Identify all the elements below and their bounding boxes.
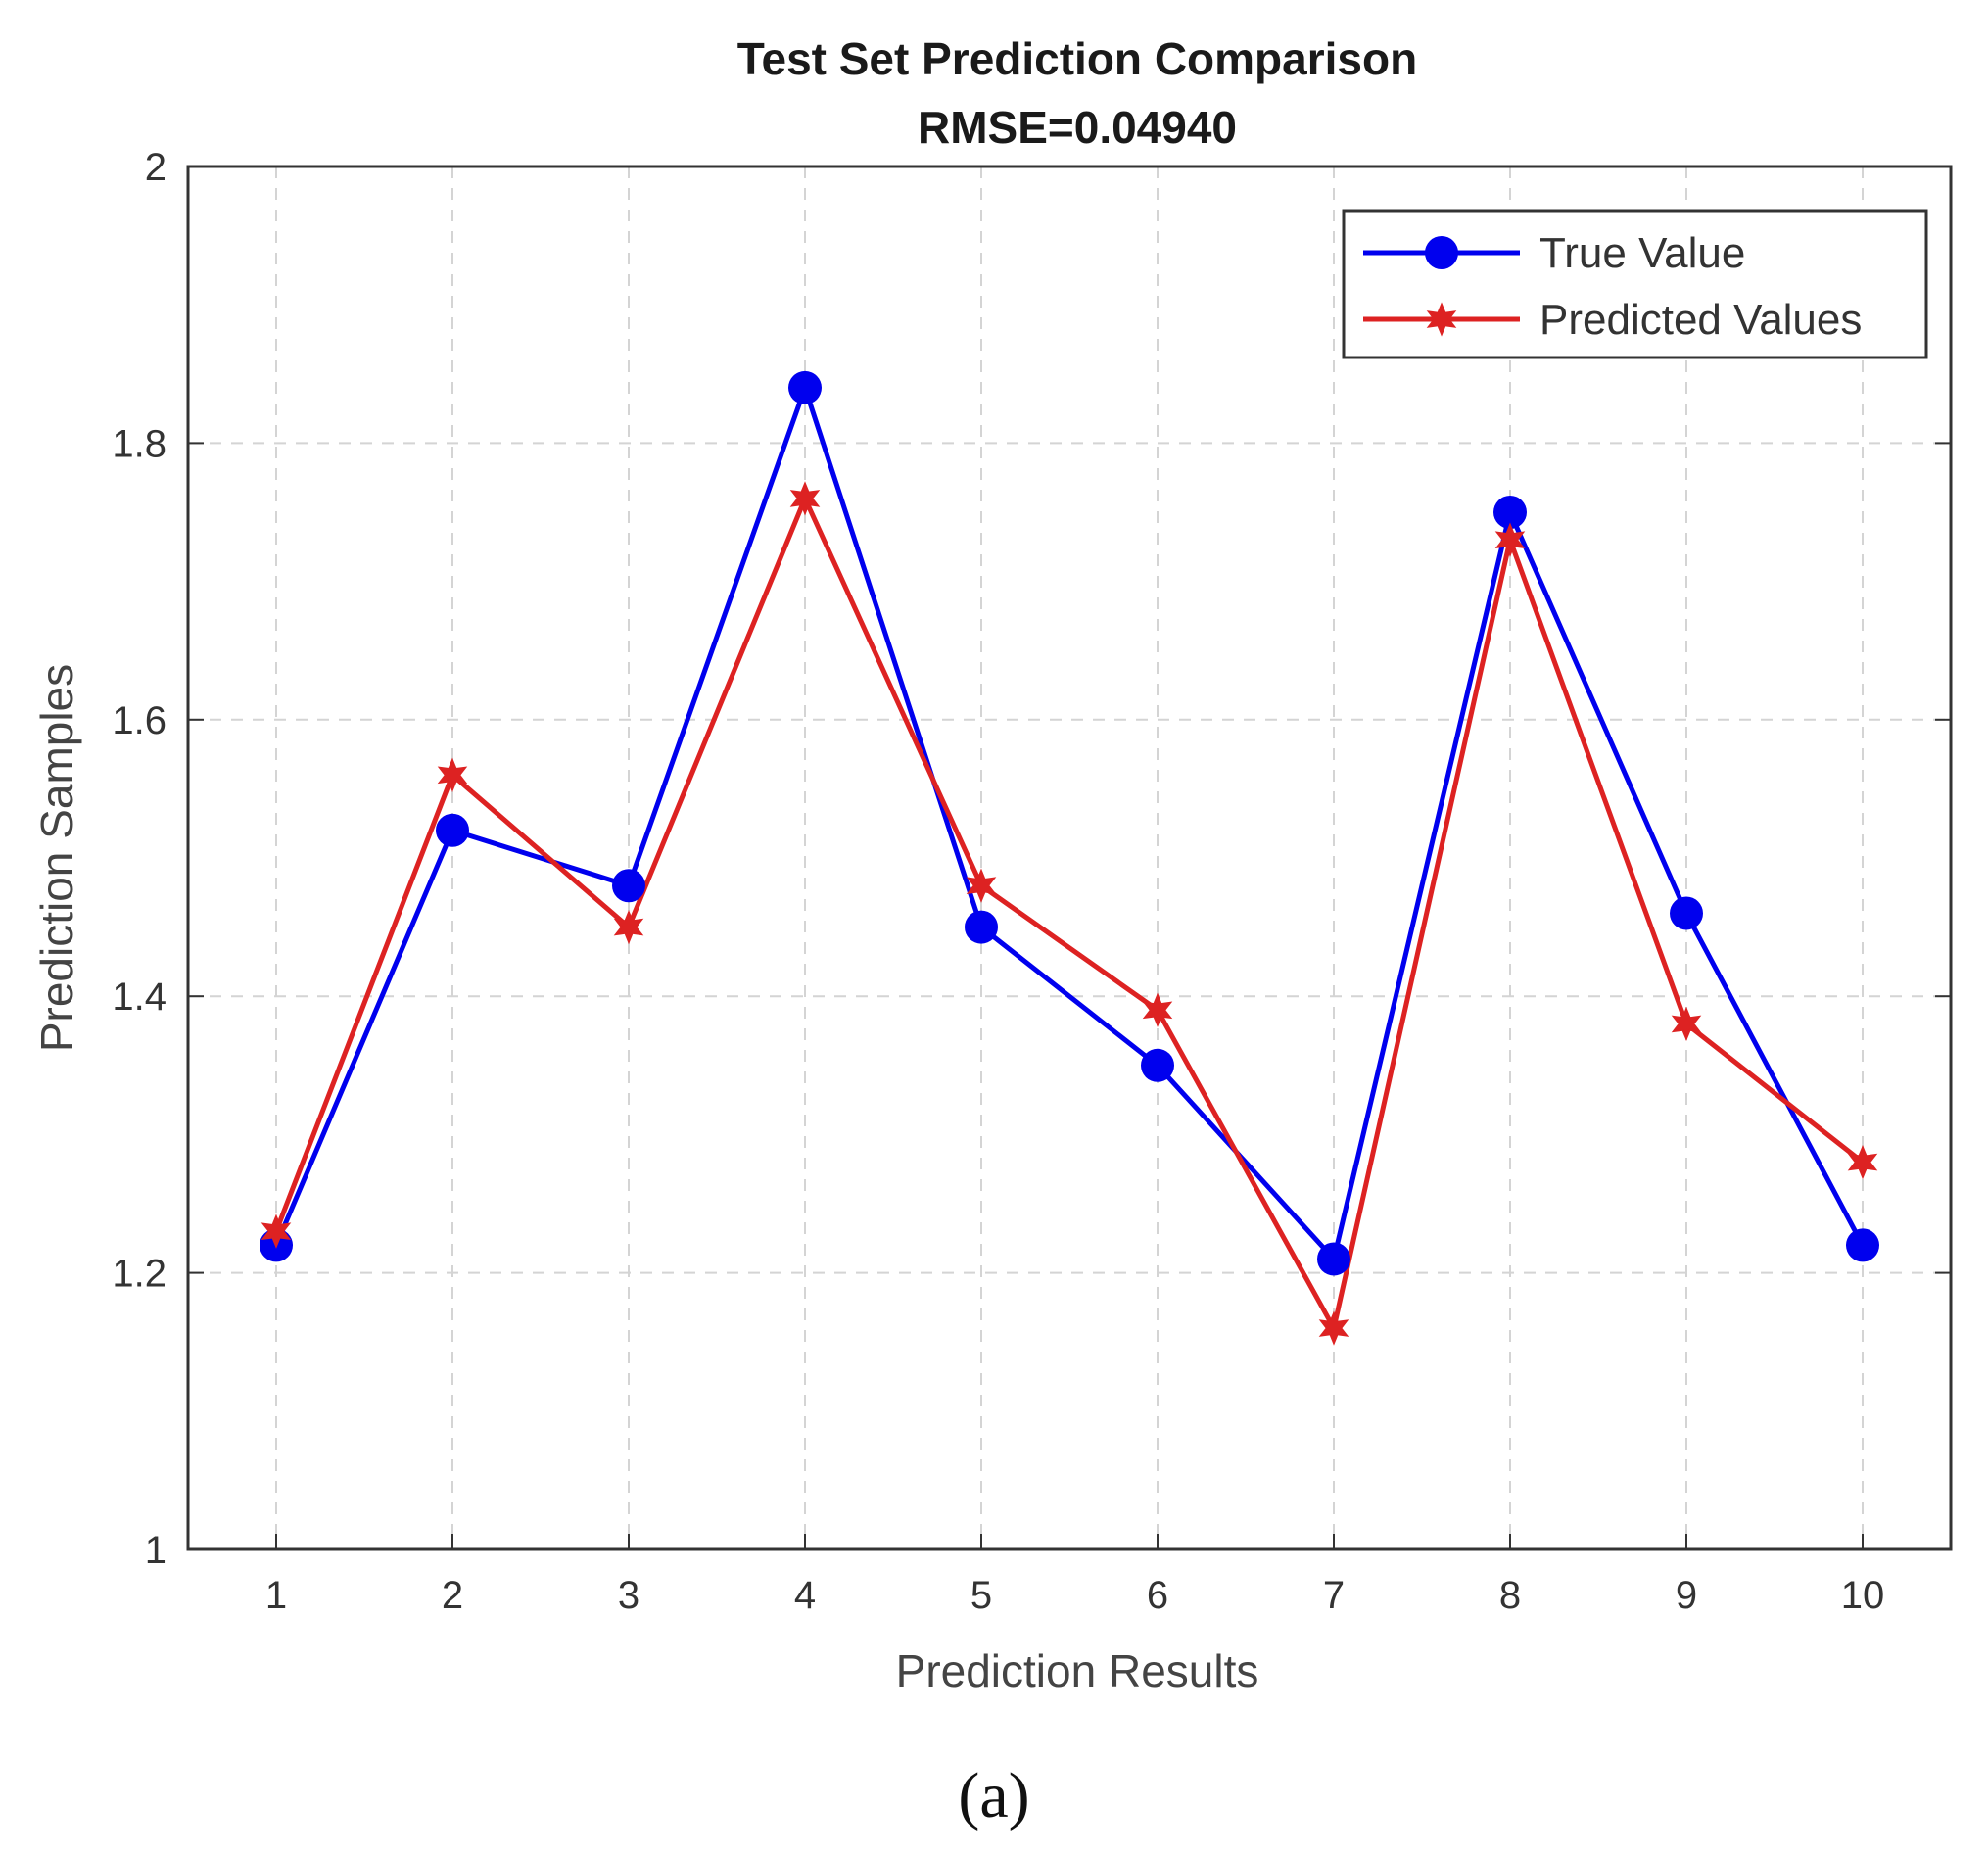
true-value-point: [612, 869, 645, 903]
series-line-true-value: [273, 385, 1866, 1261]
predicted-value-point: [260, 1213, 292, 1249]
predicted-value-point: [437, 757, 468, 792]
series-line-predicted-values: [273, 496, 1865, 1331]
x-tick-label: 5: [970, 1574, 992, 1617]
true-value-point: [1846, 1228, 1879, 1262]
x-tick-label: 8: [1499, 1574, 1521, 1617]
true-value-point: [436, 813, 469, 847]
x-tick-label: 1: [265, 1574, 287, 1617]
true-value-point: [965, 910, 998, 944]
predicted-value-point: [1142, 992, 1173, 1027]
panel-caption: (a): [958, 1760, 1029, 1831]
x-tick-label: 2: [442, 1574, 463, 1617]
x-tick-label: 10: [1841, 1574, 1885, 1617]
x-tick-label: 7: [1323, 1574, 1345, 1617]
y-tick-label: 1.2: [112, 1253, 166, 1296]
legend: True Value Predicted Values: [1342, 209, 1928, 359]
y-tick-label: 1.6: [112, 699, 166, 742]
legend-marker-predicted-values: [1426, 302, 1457, 337]
axis-ticks: 1 2 3 4 5 6 7 8 9 10 1 1.2 1.4 1.6 1.8 2: [112, 146, 1951, 1617]
chart-title: Test Set Prediction Comparison: [737, 33, 1417, 84]
y-tick-label: 1: [145, 1529, 166, 1572]
true-value-point: [1493, 496, 1527, 529]
true-value-point: [788, 370, 822, 404]
true-value-point: [1141, 1048, 1174, 1082]
legend-marker-true-value: [1425, 236, 1458, 269]
true-value-point: [1670, 896, 1703, 930]
y-tick-label: 2: [145, 146, 166, 189]
true-value-point: [1317, 1242, 1350, 1276]
chart-subtitle: RMSE=0.04940: [918, 102, 1237, 153]
predicted-value-point: [789, 481, 821, 516]
x-tick-label: 6: [1147, 1574, 1168, 1617]
predicted-value-point: [613, 909, 644, 945]
predicted-value-point: [1494, 522, 1526, 557]
legend-label-predicted-values: Predicted Values: [1539, 296, 1862, 344]
y-tick-label: 1.8: [112, 422, 166, 465]
x-tick-label: 4: [794, 1574, 816, 1617]
x-tick-label: 3: [618, 1574, 639, 1617]
predicted-value-point: [966, 868, 997, 903]
predicted-value-point: [1318, 1310, 1349, 1346]
legend-label-true-value: True Value: [1539, 229, 1745, 277]
y-axis-label: Prediction Samples: [31, 664, 82, 1052]
plot-area: [186, 165, 1953, 1551]
x-axis-label: Prediction Results: [896, 1645, 1259, 1696]
predicted-value-point: [1847, 1144, 1878, 1180]
x-tick-label: 9: [1676, 1574, 1697, 1617]
y-tick-label: 1.4: [112, 975, 166, 1019]
predicted-value-point: [1671, 1006, 1702, 1042]
series-layer: [260, 370, 1879, 1346]
